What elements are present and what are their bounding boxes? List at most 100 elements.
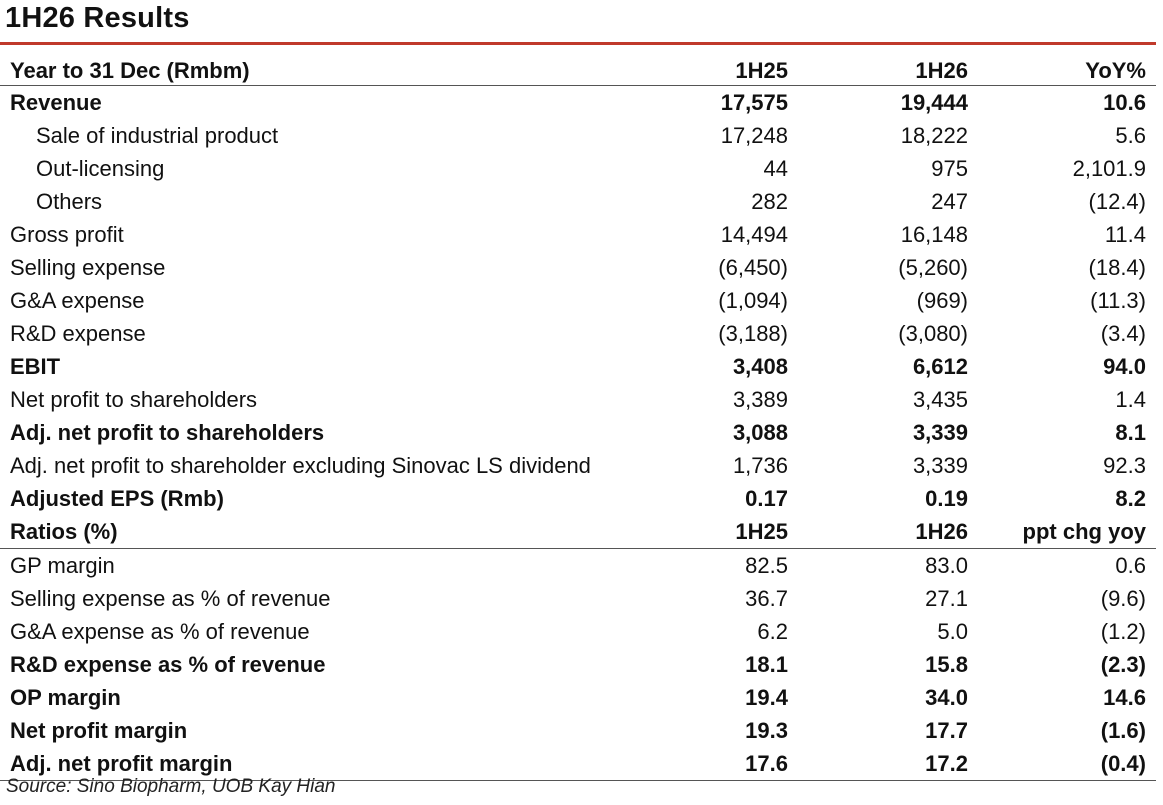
value-1h25: 3,088 <box>732 420 788 445</box>
value-change: (1.6) <box>1100 718 1146 743</box>
row-label: G&A expense as % of revenue <box>10 619 310 644</box>
row-label: R&D expense <box>10 321 146 346</box>
value-1h25: (1,094) <box>718 288 788 313</box>
row-label: Selling expense <box>10 255 166 280</box>
table-row: EBIT 3,408 6,612 94.0 <box>0 350 1156 383</box>
value-change: 14.6 <box>1103 685 1146 710</box>
value-1h26: 15.8 <box>925 652 968 677</box>
value-change: (2.3) <box>1100 652 1146 677</box>
value-1h25: (3,188) <box>718 321 788 346</box>
table-row: Others 282 247 (12.4) <box>0 185 1156 218</box>
table-row: Selling expense (6,450) (5,260) (18.4) <box>0 251 1156 284</box>
ratio-header-label: Ratios (%) <box>10 519 118 544</box>
table-row: R&D expense (3,188) (3,080) (3.4) <box>0 317 1156 350</box>
ratio-header-row: Ratios (%) 1H25 1H26 ppt chg yoy <box>0 515 1156 549</box>
ratio-header-col-1h25: 1H25 <box>735 519 788 544</box>
value-change: (0.4) <box>1100 751 1146 776</box>
value-1h25: 19.3 <box>745 718 788 743</box>
table-row: G&A expense (1,094) (969) (11.3) <box>0 284 1156 317</box>
row-label: Adjusted EPS (Rmb) <box>10 486 224 511</box>
value-1h26: (969) <box>916 288 968 313</box>
value-change: (1.2) <box>1100 619 1146 644</box>
ratio-row: R&D expense as % of revenue 18.1 15.8 (2.3) <box>0 648 1156 681</box>
value-1h25: 3,408 <box>732 354 788 379</box>
value-1h26: 83.0 <box>925 553 968 578</box>
value-1h26: 3,339 <box>912 453 968 478</box>
value-change: 8.1 <box>1115 420 1146 445</box>
value-1h26: (5,260) <box>898 255 968 280</box>
value-1h25: 14,494 <box>720 222 788 247</box>
value-change: 11.4 <box>1104 222 1146 247</box>
table-row: Net profit to shareholders 3,389 3,435 1.4 <box>0 383 1156 416</box>
row-label: Gross profit <box>10 222 124 247</box>
table-row: Gross profit 14,494 16,148 11.4 <box>0 218 1156 251</box>
value-1h25: 44 <box>763 156 788 181</box>
row-label: Out-licensing <box>36 156 165 181</box>
row-label: EBIT <box>10 354 61 379</box>
value-1h26: 17.2 <box>925 751 968 776</box>
table-row: Adj. net profit to shareholders 3,088 3,33… <box>0 416 1156 449</box>
table-body: Revenue 17,575 19,444 10.6 Sale of industria… <box>0 86 1156 515</box>
table-row: Revenue 17,575 19,444 10.6 <box>0 86 1156 119</box>
row-label: GP margin <box>10 553 115 578</box>
row-label: R&D expense as % of revenue <box>10 652 326 677</box>
ratio-row: Net profit margin 19.3 17.7 (1.6) <box>0 714 1156 747</box>
value-1h25: 6.2 <box>757 619 788 644</box>
value-1h26: (3,080) <box>898 321 968 346</box>
value-1h26: 16,148 <box>900 222 968 247</box>
value-change: (11.3) <box>1090 288 1146 313</box>
value-1h25: 17,575 <box>720 90 788 115</box>
page-title: 1H26 Results <box>5 2 190 34</box>
source-note: Source: Sino Biopharm, UOB Kay Hian <box>6 776 336 797</box>
ratio-row: GP margin 82.5 83.0 0.6 <box>0 549 1156 582</box>
value-1h26: 17.7 <box>925 718 968 743</box>
value-change: 10.6 <box>1103 90 1146 115</box>
value-change: 94.0 <box>1103 354 1146 379</box>
value-1h26: 6,612 <box>912 354 968 379</box>
value-1h25: 82.5 <box>745 553 788 578</box>
row-label: Selling expense as % of revenue <box>10 586 331 611</box>
header-col-1h25: 1H25 <box>735 58 788 83</box>
value-1h26: 3,339 <box>912 420 968 445</box>
value-1h25: 17,248 <box>720 123 788 148</box>
value-1h26: 247 <box>931 189 968 214</box>
header-col-1h26: 1H26 <box>915 58 968 83</box>
value-1h25: (6,450) <box>718 255 788 280</box>
table-row: Adjusted EPS (Rmb) 0.17 0.19 8.2 <box>0 482 1156 515</box>
value-change: 2,101.9 <box>1072 156 1146 181</box>
ratio-header-col-chg: ppt chg yoy <box>1022 519 1146 544</box>
value-1h25: 18.1 <box>745 652 788 677</box>
table-row: Adj. net profit to shareholder excluding… <box>0 449 1156 482</box>
value-change: (12.4) <box>1088 189 1146 214</box>
header-label: Year to 31 Dec (Rmbm) <box>10 58 250 83</box>
value-1h26: 34.0 <box>925 685 968 710</box>
results-table: Year to 31 Dec (Rmbm) 1H25 1H26 YoY% Rev… <box>0 56 1156 781</box>
ratio-table-body: GP margin 82.5 83.0 0.6 Selling expense as %… <box>0 549 1156 781</box>
ratio-row: G&A expense as % of revenue 6.2 5.0 (1.2) <box>0 615 1156 648</box>
value-1h25: 0.17 <box>745 486 788 511</box>
row-label: Revenue <box>10 90 102 115</box>
row-label: Net profit to shareholders <box>10 387 258 412</box>
row-label: OP margin <box>10 685 121 710</box>
value-1h26: 5.0 <box>937 619 968 644</box>
value-change: (3.4) <box>1100 321 1146 346</box>
value-1h25: 19.4 <box>745 685 788 710</box>
value-change: 5.6 <box>1115 123 1146 148</box>
row-label: Adj. net profit margin <box>10 751 233 776</box>
value-change: (18.4) <box>1088 255 1146 280</box>
value-change: 0.6 <box>1115 553 1146 578</box>
ratio-row: OP margin 19.4 34.0 14.6 <box>0 681 1156 714</box>
value-change: 92.3 <box>1103 453 1146 478</box>
value-1h26: 975 <box>931 156 968 181</box>
value-1h26: 18,222 <box>900 123 968 148</box>
value-change: 1.4 <box>1115 387 1146 412</box>
value-1h26: 27.1 <box>925 586 968 611</box>
value-1h25: 36.7 <box>745 586 788 611</box>
ratio-row: Selling expense as % of revenue 36.7 27.1 (… <box>0 582 1156 615</box>
row-label: Net profit margin <box>10 718 188 743</box>
table-header-row: Year to 31 Dec (Rmbm) 1H25 1H26 YoY% <box>0 56 1156 86</box>
row-label: Adj. net profit to shareholders <box>10 420 325 445</box>
value-change: (9.6) <box>1100 586 1146 611</box>
value-1h25: 282 <box>751 189 788 214</box>
table-row: Out-licensing 44 975 2,101.9 <box>0 152 1156 185</box>
